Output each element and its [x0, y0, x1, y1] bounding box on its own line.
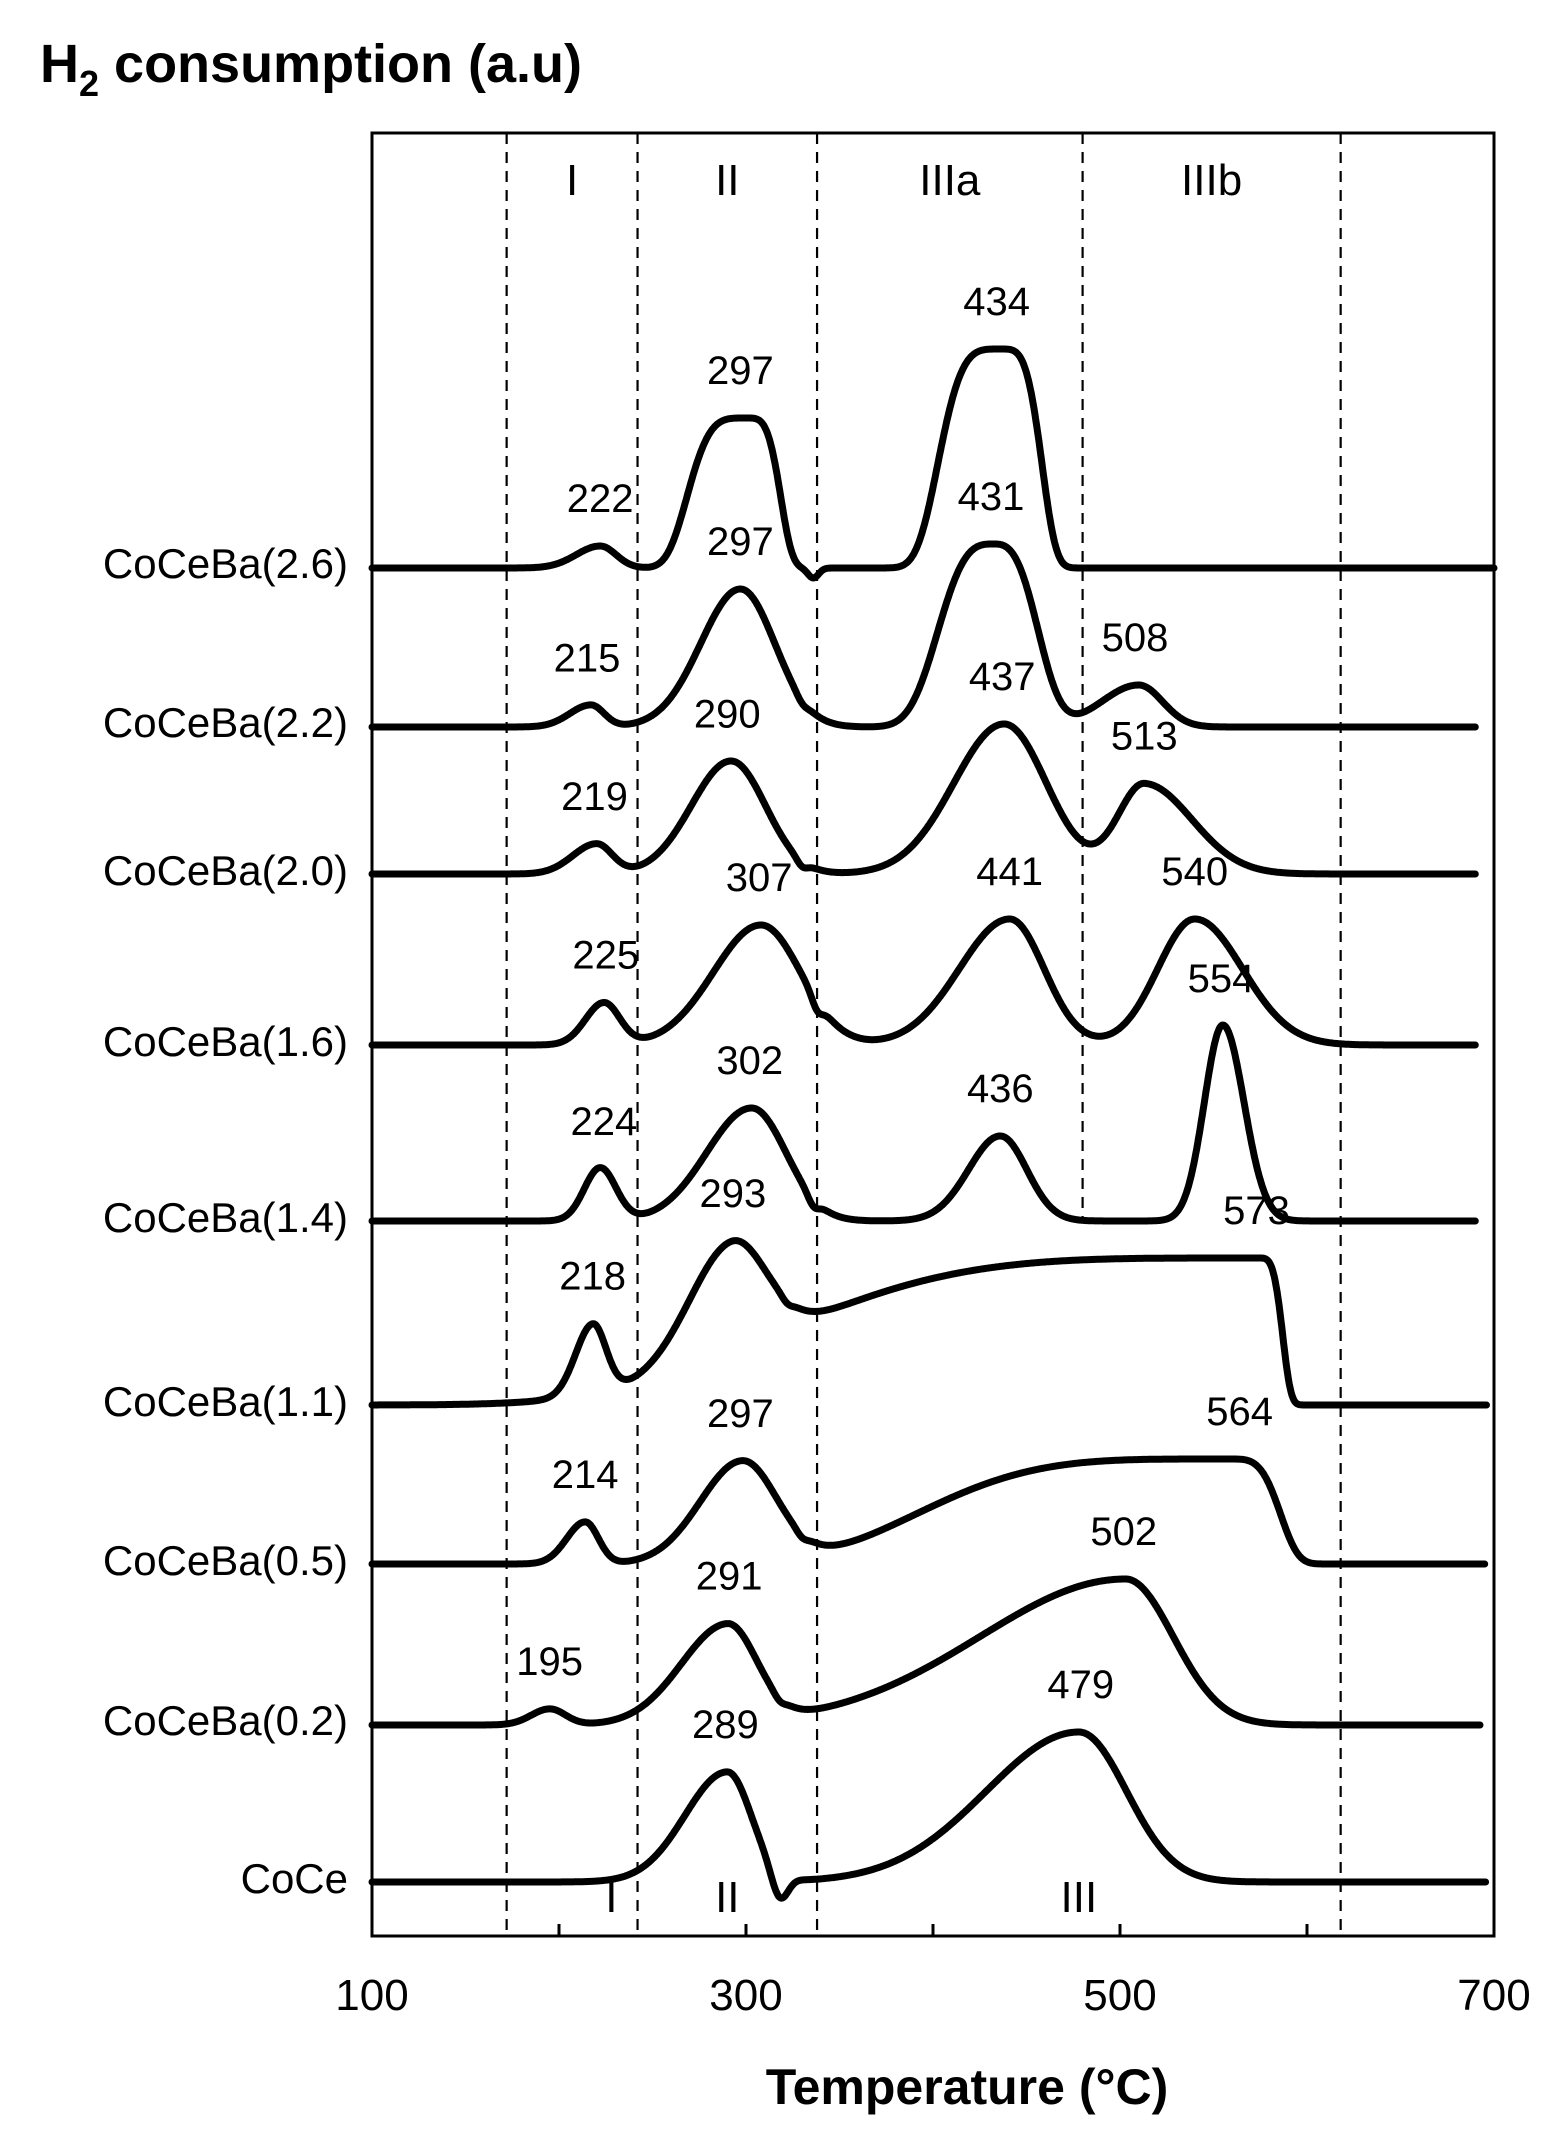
peak-label: 219	[561, 775, 628, 819]
region-label-bottom: I	[605, 1873, 617, 1922]
peak-label: 225	[572, 934, 639, 978]
peak-label: 289	[692, 1703, 759, 1747]
tpr-curves	[368, 345, 1498, 1902]
series-label: CoCeBa(0.5)	[103, 1537, 348, 1584]
peak-label: 290	[694, 693, 761, 737]
x-axis-label: Temperature (°C)	[766, 2059, 1168, 2115]
x-tick-label: 700	[1457, 1971, 1530, 2020]
peak-label: 195	[516, 1640, 583, 1684]
series-label: CoCeBa(2.0)	[103, 847, 348, 894]
region-label-bottom: II	[715, 1873, 739, 1922]
peak-label: 540	[1161, 850, 1228, 894]
tpr-curve	[368, 720, 1479, 878]
region-label-top: IIIa	[919, 156, 981, 205]
region-label-top: II	[715, 156, 739, 205]
peak-label: 502	[1090, 1510, 1157, 1554]
peak-label: 513	[1111, 714, 1178, 758]
peak-label: 293	[700, 1172, 767, 1216]
tpr-curve	[368, 540, 1479, 731]
x-tick-label: 100	[335, 1971, 408, 2020]
series-labels: CoCeBa(2.6) CoCeBa(2.2) CoCeBa(2.0) CoCeBa(…	[103, 540, 348, 1902]
series-label: CoCeBa(2.2)	[103, 699, 348, 746]
tpr-curve	[368, 915, 1479, 1049]
series-label: CoCeBa(1.4)	[103, 1194, 348, 1241]
x-axis-ticks: 100 300 500 700	[335, 1924, 1531, 2020]
peak-label: 434	[963, 280, 1030, 324]
series-label: CoCe	[241, 1855, 348, 1902]
peak-label: 554	[1188, 957, 1255, 1001]
peak-label: 297	[707, 520, 774, 564]
peak-label: 224	[571, 1100, 638, 1144]
peak-label: 215	[554, 636, 621, 680]
peak-labels: 222 297 434 215 297 431 508 219 290 437 513 225 307 4…	[516, 280, 1290, 1747]
peak-label: 302	[716, 1039, 783, 1083]
tpr-curve	[368, 1455, 1489, 1568]
peak-label: 441	[976, 850, 1043, 894]
peak-label: 214	[552, 1453, 619, 1497]
peak-label: 222	[567, 477, 634, 521]
peak-label: 508	[1102, 616, 1169, 660]
peak-label: 564	[1206, 1390, 1273, 1434]
peak-label: 218	[559, 1255, 626, 1299]
x-tick-label: 300	[709, 1971, 782, 2020]
peak-label: 437	[969, 655, 1036, 699]
region-label-top: I	[566, 156, 578, 205]
tpr-curve	[368, 1237, 1490, 1409]
tpr-curve	[368, 1728, 1490, 1902]
peak-label: 291	[696, 1555, 763, 1599]
tpr-curve	[368, 345, 1498, 582]
peak-label: 297	[707, 1392, 774, 1436]
peak-label: 297	[707, 349, 774, 393]
y-axis-label: H2 consumption (a.u)	[40, 34, 582, 104]
series-label: CoCeBa(2.6)	[103, 540, 348, 587]
region-label-top: IIIb	[1181, 156, 1242, 205]
peak-label: 436	[967, 1067, 1034, 1111]
series-label: CoCeBa(0.2)	[103, 1697, 348, 1744]
series-label: CoCeBa(1.1)	[103, 1378, 348, 1425]
peak-label: 573	[1223, 1189, 1290, 1233]
tpr-curve	[368, 1575, 1484, 1729]
x-tick-label: 500	[1083, 1971, 1156, 2020]
peak-label: 307	[726, 856, 793, 900]
series-label: CoCeBa(1.6)	[103, 1018, 348, 1065]
region-label-bottom: III	[1061, 1873, 1098, 1922]
peak-label: 479	[1047, 1663, 1114, 1707]
tpr-curve	[368, 1021, 1479, 1225]
peak-label: 431	[958, 475, 1025, 519]
